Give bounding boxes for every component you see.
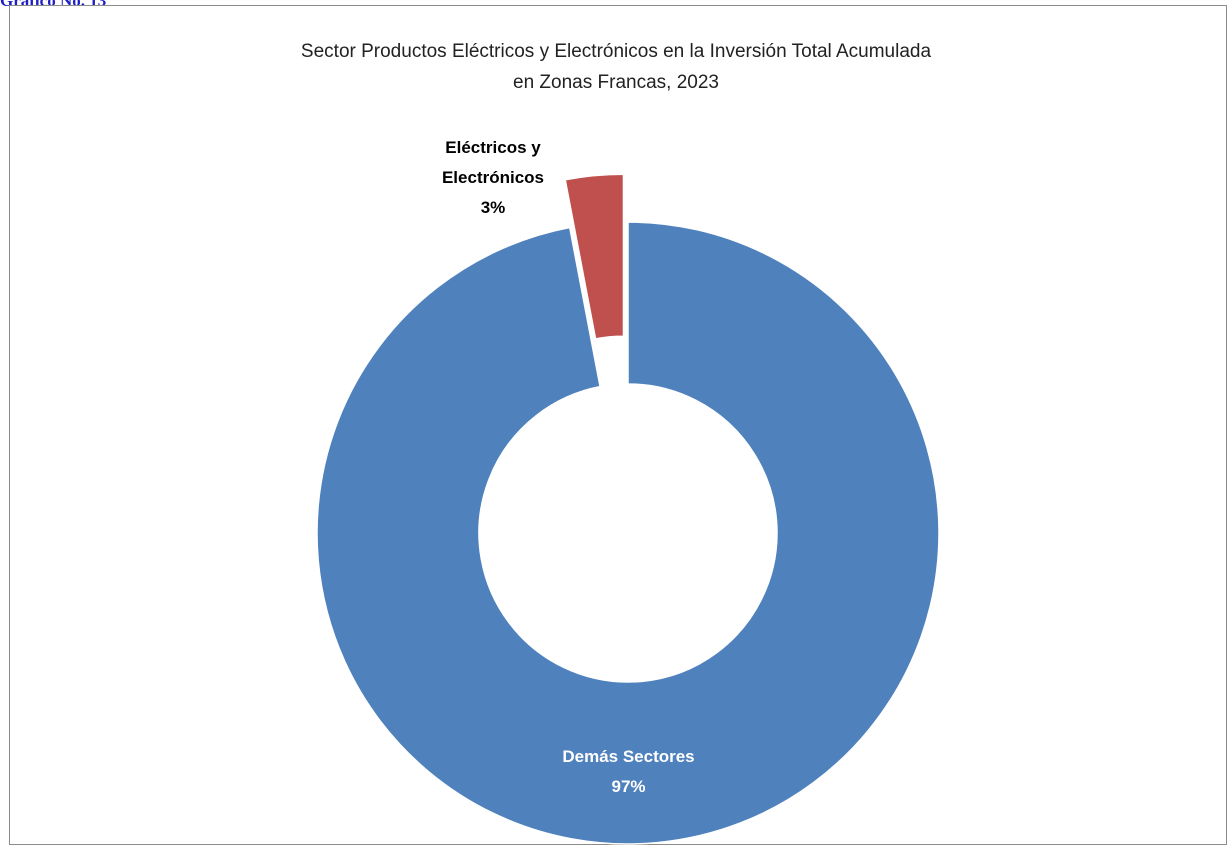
chart-title-line-1: Sector Productos Eléctricos y Electrónic… <box>301 41 932 62</box>
slice-category-label-electricos-electronicos-0: Eléctricos y <box>445 138 541 157</box>
chart-area: Sector Productos Eléctricos y Electrónic… <box>9 5 1227 845</box>
doughnut-slice-electricos-electronicos <box>564 173 625 340</box>
doughnut-chart: Sector Productos Eléctricos y Electrónic… <box>301 41 940 845</box>
chart-title-line-2: en Zonas Francas, 2023 <box>513 72 719 93</box>
slice-category-label-electricos-electronicos-1: Electrónicos <box>442 168 544 187</box>
slice-percent-label-demas-sectores: 97% <box>611 777 645 796</box>
doughnut-slice-demas-sectores <box>316 221 940 845</box>
slice-category-label-demas-sectores-0: Demás Sectores <box>562 747 694 766</box>
slice-percent-label-electricos-electronicos: 3% <box>481 198 506 217</box>
